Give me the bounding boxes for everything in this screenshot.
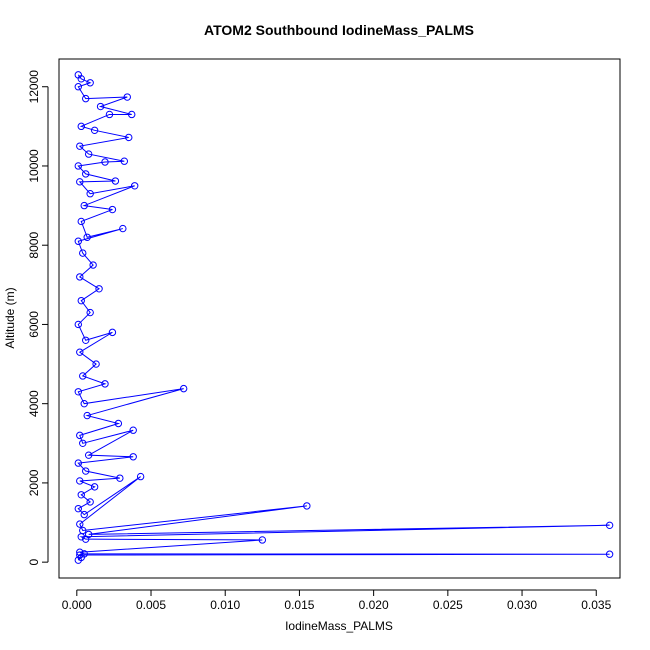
data-point [79, 439, 87, 447]
data-point [76, 477, 84, 485]
data-point [76, 431, 84, 440]
data-point [258, 536, 267, 544]
data-point [92, 360, 100, 368]
data-point [77, 122, 85, 131]
data-point [74, 83, 82, 91]
data-point [605, 550, 614, 558]
data-point [77, 296, 85, 305]
data-point [76, 520, 84, 528]
y-axis-label: Altitude (m) [3, 287, 17, 348]
x-tick-label: 0.000 [62, 598, 92, 612]
data-point [84, 530, 93, 539]
data-point [129, 426, 137, 434]
data-point [74, 162, 82, 170]
data-point [76, 548, 84, 556]
data-point [129, 453, 137, 461]
data-point [120, 157, 129, 165]
y-tick-label: 8000 [27, 232, 41, 259]
data-point [74, 504, 82, 513]
data-point [76, 142, 84, 150]
data-point [108, 205, 117, 214]
data-point [79, 249, 87, 257]
data-point [96, 102, 105, 111]
data-point [125, 133, 133, 142]
data-point [76, 178, 84, 186]
data-point [83, 233, 91, 241]
data-point [77, 217, 85, 226]
data-point [84, 451, 93, 459]
y-tick-label: 4000 [27, 390, 41, 417]
data-point [76, 273, 84, 281]
x-tick-label: 0.030 [507, 598, 537, 612]
data-point [130, 182, 139, 190]
data-point [76, 348, 84, 356]
data-point [90, 483, 99, 491]
y-tick-label: 10000 [27, 149, 41, 183]
data-point [114, 419, 123, 428]
data-point [303, 502, 311, 510]
data-point [77, 491, 85, 499]
data-point [111, 177, 120, 185]
chart-title: ATOM2 Southbound IodineMass_PALMS [204, 22, 474, 38]
data-point [108, 328, 117, 337]
data-point [101, 380, 109, 388]
data-point [74, 388, 82, 396]
data-point [90, 126, 99, 135]
y-tick-label: 6000 [27, 311, 41, 338]
y-tick-label: 0 [27, 558, 41, 565]
series-group [74, 71, 614, 564]
data-point [82, 94, 90, 103]
x-tick-label: 0.010 [210, 598, 240, 612]
data-point [83, 411, 91, 420]
data-point [79, 526, 87, 535]
data-point [123, 93, 131, 101]
data-point [74, 71, 82, 79]
data-point [74, 237, 82, 245]
data-point [82, 467, 90, 475]
data-point [105, 110, 114, 119]
data-point [80, 399, 88, 408]
data-point [116, 474, 124, 482]
data-point [74, 320, 82, 329]
data-point [86, 79, 94, 87]
x-tick-label: 0.025 [433, 598, 463, 612]
data-point [82, 170, 90, 178]
plot-area [58, 58, 621, 579]
x-axis: 0.000 0.005 0.010 0.015 0.020 0.025 0.030 0.035 [62, 589, 612, 612]
y-axis: 0 2000 4000 6000 8000 10000 12000 [27, 70, 49, 565]
data-point [79, 372, 87, 380]
data-point [86, 190, 94, 198]
x-tick-label: 0.020 [359, 598, 389, 612]
x-tick-label: 0.005 [136, 598, 166, 612]
data-point [128, 110, 136, 119]
x-axis-label: IodineMass_PALMS [285, 619, 393, 633]
series-line [77, 74, 610, 561]
data-point [605, 521, 614, 530]
data-point [86, 308, 94, 317]
data-point [136, 472, 145, 481]
data-point [119, 224, 127, 233]
data-point [84, 150, 93, 158]
y-tick-label: 12000 [27, 70, 41, 104]
data-point [179, 384, 188, 393]
x-tick-label: 0.035 [581, 598, 611, 612]
data-point [86, 498, 94, 506]
y-tick-label: 2000 [27, 469, 41, 496]
data-point [95, 285, 103, 293]
data-point [82, 336, 90, 344]
data-point [80, 510, 88, 519]
x-tick-label: 0.015 [284, 598, 314, 612]
data-point [89, 261, 97, 269]
data-point [76, 551, 84, 559]
data-point [74, 459, 82, 467]
data-point [80, 550, 88, 558]
data-point [80, 201, 88, 210]
data-point [101, 158, 109, 166]
